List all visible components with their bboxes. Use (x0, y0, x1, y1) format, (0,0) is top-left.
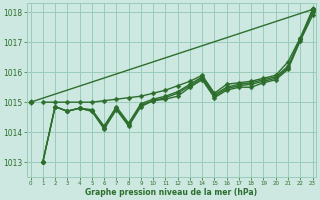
X-axis label: Graphe pression niveau de la mer (hPa): Graphe pression niveau de la mer (hPa) (85, 188, 258, 197)
